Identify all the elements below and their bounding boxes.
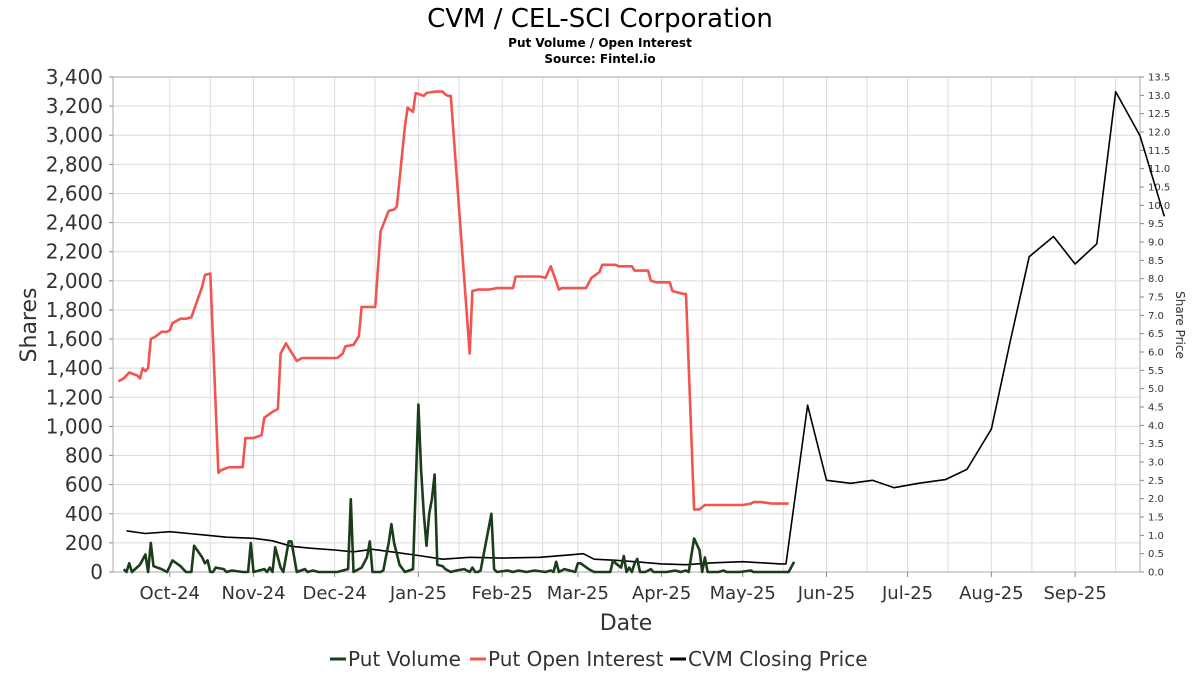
- x-tick-label: Mar-25: [547, 583, 609, 604]
- x-tick-label: Jan-25: [389, 583, 447, 604]
- y2-tick-label: 6.0: [1148, 348, 1164, 359]
- y2-tick-label: 1.0: [1148, 531, 1164, 542]
- y-tick-label: 0: [90, 560, 103, 584]
- x-tick-label: Jul-25: [881, 583, 933, 604]
- y-tick-label: 800: [65, 444, 103, 468]
- x-tick-label: Aug-25: [959, 583, 1024, 604]
- chart-source: Source: Fintel.io: [544, 52, 655, 66]
- x-tick-label: Sep-25: [1043, 583, 1106, 604]
- y2-tick-label: 3.5: [1148, 439, 1164, 450]
- y2-tick-label: 4.5: [1148, 403, 1164, 414]
- y2-tick-label: 9.0: [1148, 238, 1164, 249]
- y2-tick-label: 13.0: [1148, 91, 1170, 102]
- y-tick-label: 200: [65, 531, 103, 555]
- y2-tick-label: 0.5: [1148, 549, 1164, 560]
- put-volume-line: [122, 403, 796, 574]
- y2-tick-label: 5.5: [1148, 366, 1164, 377]
- grid: [113, 76, 1140, 573]
- put-open-interest-line: [117, 90, 789, 511]
- y2-tick-label: 1.5: [1148, 513, 1164, 524]
- x-tick-label: May-25: [710, 583, 776, 604]
- y2-tick-label: 8.0: [1148, 274, 1164, 285]
- legend-label-put-open-interest: Put Open Interest: [488, 647, 664, 671]
- y-tick-label: 3,200: [46, 94, 103, 118]
- y-tick-label: 3,400: [46, 65, 103, 89]
- x-tick-label: Jun-25: [797, 583, 856, 604]
- y2-tick-label: 7.0: [1148, 311, 1164, 322]
- y2-tick-label: 12.5: [1148, 109, 1170, 120]
- y2-tick-label: 2.0: [1148, 494, 1164, 505]
- y2-axis-label: Share Price: [1173, 291, 1187, 359]
- y2-tick-label: 3.0: [1148, 458, 1164, 469]
- y2-tick-label: 6.5: [1148, 329, 1164, 340]
- y2-tick-label: 8.5: [1148, 256, 1164, 267]
- y2-tick-label: 7.5: [1148, 293, 1164, 304]
- y2-tick-label: 11.0: [1148, 164, 1170, 175]
- y2-tick-label: 11.5: [1148, 146, 1170, 157]
- x-axis-ticks: Oct-24 Nov-24 Dec-24 Jan-25 Feb-25 Mar-25 Apr-…: [139, 572, 1107, 604]
- y2-tick-label: 13.5: [1148, 73, 1170, 84]
- y2-tick-label: 10.5: [1148, 183, 1170, 194]
- y-tick-label: 2,800: [46, 152, 103, 176]
- y2-axis-ticks: 0.0 0.5 1.0 1.5 2.0 2.5 3.0 3.5 4.0 4.5 5.0 5.5 6.0 6…: [1140, 73, 1170, 579]
- y-tick-label: 1,200: [46, 385, 103, 409]
- y-tick-label: 1,000: [46, 414, 103, 438]
- legend-label-cvm-closing-price: CVM Closing Price: [688, 647, 868, 671]
- y-tick-label: 2,000: [46, 269, 103, 293]
- y2-tick-label: 2.5: [1148, 476, 1164, 487]
- y-tick-label: 1,800: [46, 298, 103, 322]
- y-tick-label: 600: [65, 473, 103, 497]
- x-tick-label: Feb-25: [472, 583, 533, 604]
- x-tick-label: Nov-24: [222, 583, 286, 604]
- x-tick-label: Apr-25: [632, 583, 691, 604]
- y-tick-label: 1,600: [46, 327, 103, 351]
- y-tick-label: 3,000: [46, 123, 103, 147]
- y2-tick-label: 12.0: [1148, 128, 1170, 139]
- y2-tick-label: 4.0: [1148, 421, 1164, 432]
- y2-tick-label: 5.0: [1148, 384, 1164, 395]
- series-layer: [117, 90, 1166, 574]
- y2-tick-label: 0.0: [1148, 568, 1164, 579]
- legend-label-put-volume: Put Volume: [348, 647, 461, 671]
- y-tick-label: 400: [65, 502, 103, 526]
- y2-tick-label: 9.5: [1148, 219, 1164, 230]
- chart-title: CVM / CEL-SCI Corporation: [427, 4, 773, 34]
- y-axis-label: Shares: [17, 288, 42, 363]
- y-tick-label: 2,600: [46, 181, 103, 205]
- y-tick-label: 2,400: [46, 211, 103, 235]
- y2-tick-label: 10.0: [1148, 201, 1170, 212]
- x-tick-label: Oct-24: [139, 583, 200, 604]
- y-axis-ticks: 0 200 400 600 800 1,000 1,200 1,400 1,600 1,800 2,…: [46, 65, 113, 584]
- chart-subtitle: Put Volume / Open Interest: [508, 36, 692, 50]
- x-axis-label: Date: [600, 611, 653, 636]
- x-tick-label: Dec-24: [302, 583, 366, 604]
- y-tick-label: 2,200: [46, 240, 103, 264]
- plot-area: [112, 76, 1141, 573]
- legend: Put Volume Put Open Interest CVM Closing P…: [330, 647, 868, 671]
- y-tick-label: 1,400: [46, 356, 103, 380]
- cvm-closing-price-line: [126, 90, 1166, 566]
